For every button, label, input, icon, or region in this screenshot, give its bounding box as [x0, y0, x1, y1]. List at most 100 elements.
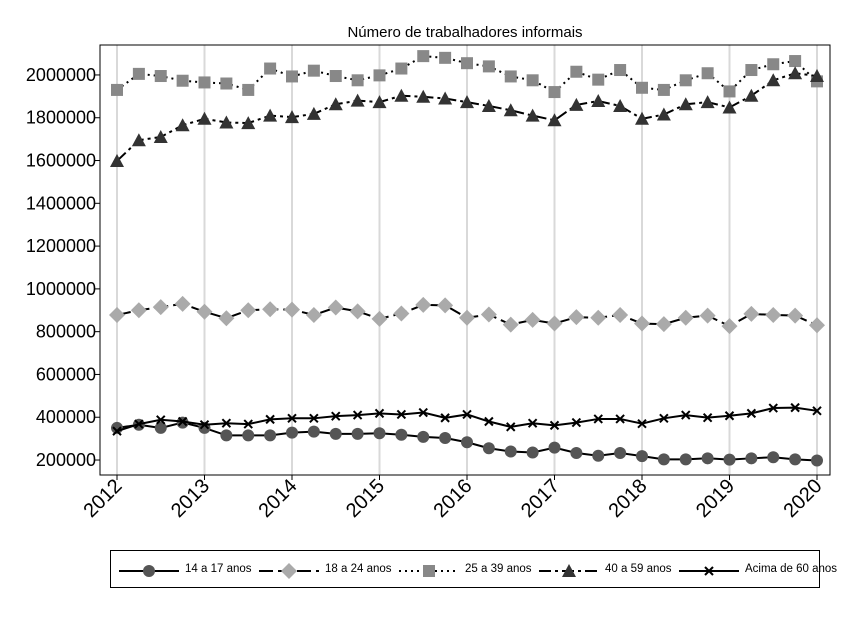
data-point: [701, 452, 714, 465]
data-point: [284, 301, 300, 318]
data-point: [394, 88, 409, 102]
data-point: [307, 425, 320, 438]
y-tick-label: 400000: [36, 407, 96, 427]
data-point: [790, 402, 800, 413]
marker-stroke: [418, 407, 428, 418]
data-point: [196, 303, 213, 320]
data-point: [218, 310, 235, 327]
data-point: [504, 445, 517, 458]
data-point: [637, 418, 647, 429]
legend-label: 25 a 39 anos: [465, 563, 532, 575]
data-point: [305, 306, 322, 323]
series-line: [116, 72, 818, 162]
data-point: [154, 70, 167, 83]
data-point: [243, 419, 253, 429]
data-point: [374, 408, 385, 419]
y-tick-label: 1600000: [26, 151, 96, 171]
data-point: [614, 446, 627, 459]
x-tick-label: 2018: [605, 475, 652, 522]
data-point: [437, 297, 454, 314]
marker-stroke: [287, 413, 297, 424]
data-point: [634, 315, 650, 332]
y-tick-label: 2000000: [26, 65, 96, 85]
data-point: [504, 70, 517, 83]
data-point: [549, 420, 560, 431]
x-tick-label: 2015: [342, 475, 389, 522]
data-point: [484, 416, 494, 427]
data-point: [461, 436, 473, 449]
data-point: [506, 422, 516, 432]
marker-stroke: [549, 420, 560, 431]
y-tick-label: 1800000: [26, 108, 96, 128]
data-point: [526, 74, 539, 87]
marker-stroke: [374, 408, 385, 419]
data-point: [221, 418, 232, 428]
data-point: [482, 442, 495, 455]
data-point: [502, 316, 519, 333]
data-point: [220, 77, 233, 90]
data-point: [373, 69, 386, 82]
data-point: [678, 97, 693, 111]
data-point: [286, 70, 298, 83]
data-point: [264, 429, 277, 442]
marker-stroke: [746, 408, 757, 419]
marker-stroke: [265, 414, 275, 425]
y-tick-label: 1200000: [26, 236, 96, 256]
data-point: [197, 111, 212, 125]
data-point: [111, 83, 123, 96]
legend-marker: [423, 565, 435, 577]
data-point: [745, 452, 758, 465]
data-point: [677, 309, 694, 326]
legend-swatches: [119, 563, 739, 579]
y-tick-label: 1000000: [26, 279, 96, 299]
data-point: [352, 410, 363, 420]
data-point: [548, 86, 561, 99]
data-point: [767, 451, 780, 464]
data-point: [482, 60, 495, 73]
data-point: [462, 409, 472, 420]
data-point: [199, 420, 210, 430]
y-tick-label: 600000: [36, 364, 96, 384]
legend-marker: [143, 565, 155, 577]
data-point: [396, 409, 407, 420]
data-point: [371, 310, 388, 327]
marker-stroke: [396, 409, 407, 420]
data-point: [481, 98, 496, 112]
marker-stroke: [221, 418, 232, 428]
data-point: [242, 83, 255, 96]
series-4: [112, 402, 822, 436]
data-point: [636, 81, 648, 94]
data-point: [262, 301, 279, 318]
data-point: [327, 299, 344, 316]
legend-label: 18 a 24 anos: [325, 563, 392, 575]
data-point: [635, 111, 649, 125]
marker-stroke: [112, 426, 122, 436]
data-point: [417, 50, 430, 63]
data-point: [614, 64, 627, 77]
data-point: [745, 64, 758, 77]
marker-stroke: [790, 402, 800, 413]
marker-stroke: [702, 412, 713, 423]
marker-stroke: [681, 410, 691, 420]
marker-stroke: [156, 415, 166, 425]
data-point: [809, 317, 825, 334]
marker-stroke: [440, 413, 450, 423]
data-point: [395, 62, 408, 75]
data-point: [547, 113, 562, 127]
data-point: [788, 66, 803, 80]
data-point: [722, 100, 737, 114]
data-point: [265, 414, 275, 425]
data-point: [395, 428, 408, 441]
series-3: [110, 66, 824, 167]
data-point: [612, 306, 629, 323]
data-point: [416, 89, 431, 103]
data-point: [174, 295, 191, 312]
data-point: [593, 414, 603, 424]
data-point: [655, 316, 672, 333]
data-point: [415, 296, 432, 313]
data-point: [177, 416, 188, 427]
data-point: [700, 95, 715, 109]
data-point: [615, 414, 625, 424]
data-point: [109, 306, 125, 323]
